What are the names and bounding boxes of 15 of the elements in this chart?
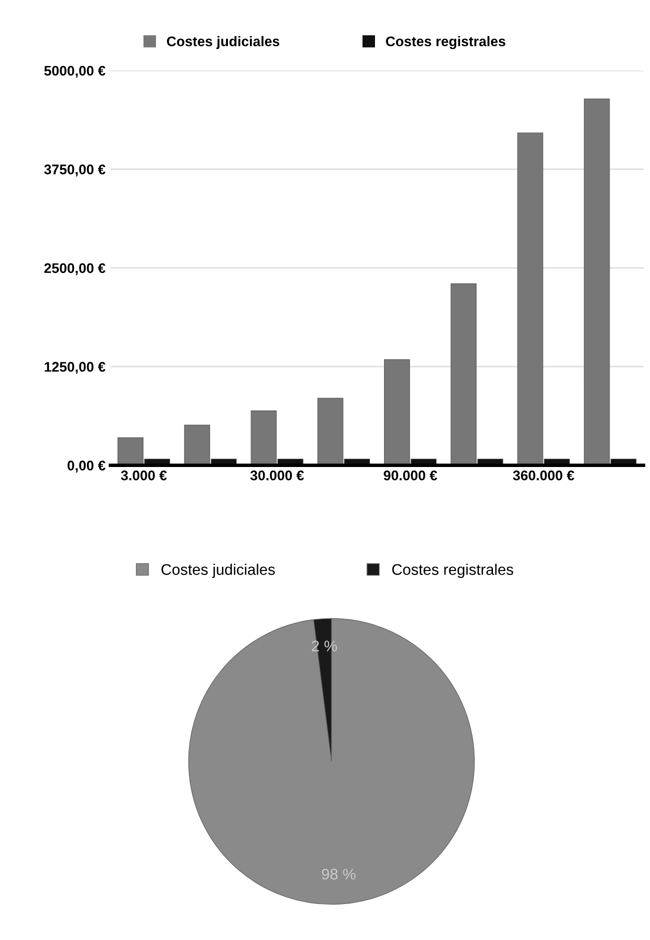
legend-label: Costes registrales	[392, 564, 514, 578]
y-tick-label: 0,00 €	[68, 460, 106, 472]
y-tick-label: 3750,00 €	[44, 164, 106, 176]
y-tick-label: 1250,00 €	[44, 362, 106, 374]
legend-label: Costes registrales	[386, 36, 506, 50]
y-tick-label: 5000,00 €	[44, 66, 106, 78]
legend-label: Costes judiciales	[161, 564, 275, 578]
x-tick-label: 90.000 €	[384, 470, 438, 480]
x-tick-label: 3.000 €	[120, 470, 167, 480]
legend-label: Costes judiciales	[166, 36, 280, 50]
pie-slice	[188, 618, 475, 905]
data-label: 98 %	[322, 868, 356, 880]
x-tick-label: 360.000 €	[512, 470, 574, 480]
y-tick-label: 2500,00 €	[44, 263, 106, 276]
x-tick-label: 30.000 €	[250, 470, 304, 480]
